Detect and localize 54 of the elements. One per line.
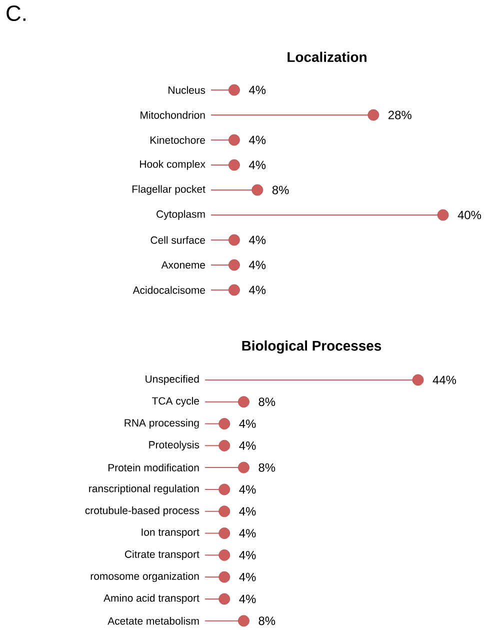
data-label: 8% xyxy=(272,186,289,194)
data-label: 4% xyxy=(239,441,256,450)
data-label: 4% xyxy=(249,260,266,270)
y-tick-label: romosome organization xyxy=(90,572,199,582)
point xyxy=(252,184,264,196)
y-tick-label: Kinetochore xyxy=(150,136,205,144)
y-tick-label: Citrate transport xyxy=(125,550,200,560)
y-tick-label: Nucleus xyxy=(168,86,206,94)
data-label: 4% xyxy=(249,136,266,144)
y-tick-label: Cell surface xyxy=(150,236,205,244)
y-tick-label: ranscriptional regulation xyxy=(89,484,199,494)
chart-title: Biological Processes xyxy=(242,340,382,354)
data-label: 4% xyxy=(239,594,256,604)
data-label: 28% xyxy=(388,110,412,120)
data-label: 4% xyxy=(239,507,256,516)
point xyxy=(228,159,240,171)
data-label: 4% xyxy=(249,86,266,94)
y-tick-label: TCA cycle xyxy=(152,396,199,407)
data-label: 4% xyxy=(249,286,266,294)
data-label: 4% xyxy=(249,160,266,170)
y-tick-label: Mitochondrion xyxy=(140,111,205,119)
point xyxy=(437,209,449,221)
data-label: 4% xyxy=(239,550,256,560)
point xyxy=(368,109,380,121)
data-label: 44% xyxy=(432,376,456,384)
data-label: 4% xyxy=(239,420,256,428)
y-tick-label: Flagellar pocket xyxy=(132,185,206,195)
y-tick-label: Cytoplasm xyxy=(156,210,205,220)
point xyxy=(228,259,240,271)
y-tick-label: Proteolysis xyxy=(149,440,200,451)
data-label: 8% xyxy=(258,398,276,406)
text: C. xyxy=(6,6,26,22)
y-tick-label: crotubule-based process xyxy=(85,506,200,516)
data-label: 4% xyxy=(239,529,256,538)
y-tick-label: Hook complex xyxy=(140,160,206,170)
data-label: 4% xyxy=(249,236,266,244)
y-tick-label: Amino acid transport xyxy=(104,594,200,604)
y-tick-label: Axoneme xyxy=(161,261,206,269)
data-label: 4% xyxy=(239,485,256,494)
data-label: 8% xyxy=(258,616,276,626)
y-tick-label: Unspecified xyxy=(146,375,199,385)
data-label: 4% xyxy=(239,572,256,582)
point xyxy=(228,84,240,96)
y-tick-label: RNA processing xyxy=(124,418,199,429)
data-label: 8% xyxy=(258,463,276,472)
data-label: 40% xyxy=(458,210,482,220)
y-tick-label: Acidocalcisome xyxy=(132,286,205,294)
y-tick-label: Acetate metabolism xyxy=(108,617,199,625)
point xyxy=(228,284,240,296)
y-tick-label: Ion transport xyxy=(142,528,200,538)
point xyxy=(228,234,240,246)
y-tick-label: Protein modification xyxy=(108,464,199,472)
point xyxy=(228,134,240,146)
chart-title: Localization xyxy=(288,52,366,62)
